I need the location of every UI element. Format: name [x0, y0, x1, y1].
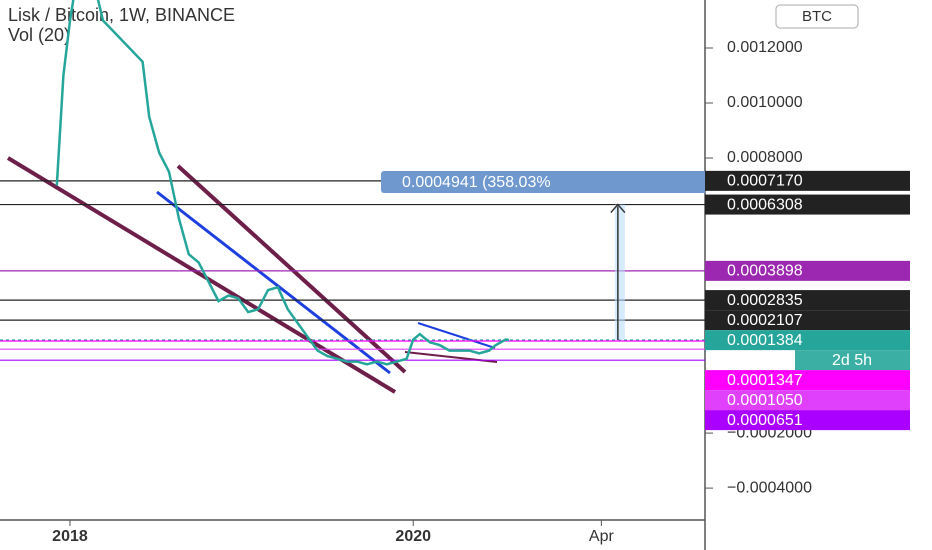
price-label-box	[705, 310, 910, 331]
price-line-series	[55, 0, 510, 366]
price-label-box	[705, 390, 910, 411]
measure-label: 0.0004941 (358.03%	[402, 174, 551, 191]
trend-line	[156, 190, 391, 375]
price-label: 0.0003898	[727, 263, 803, 280]
y-tick-label: 0.0008000	[727, 149, 803, 166]
plot-area: 0.0004941 (358.03%	[0, 0, 705, 366]
price-label-box	[705, 370, 910, 391]
price-label-box	[705, 194, 910, 215]
price-label-box	[705, 290, 910, 311]
drawings	[6, 156, 498, 394]
countdown-box	[795, 350, 910, 371]
chart-title: Lisk / Bitcoin, 1W, BINANCE	[8, 5, 235, 25]
price-label: 0.0002107	[727, 312, 803, 329]
price-label-box	[705, 170, 910, 191]
price-label: 0.0001050	[727, 392, 803, 409]
price-label: 0.0000651	[727, 412, 803, 429]
trend-line	[417, 322, 496, 349]
x-tick-label: Apr	[589, 528, 615, 545]
price-label: 0.0002835	[727, 292, 803, 309]
measure-arrowhead	[610, 203, 626, 214]
countdown-label: 2d 5h	[832, 352, 872, 369]
price-label-box	[705, 260, 910, 281]
currency-button[interactable]	[775, 4, 859, 29]
volume-label: Vol (20)	[8, 25, 70, 45]
measure-band	[614, 204, 625, 341]
price-label-box	[705, 410, 910, 431]
price-label-box	[705, 330, 910, 351]
x-tick-label: 2018	[52, 528, 88, 545]
y-tick-label: 0.0010000	[727, 94, 803, 111]
y-tick-label: −0.0004000	[727, 479, 812, 496]
currency-button-label[interactable]: BTC	[802, 8, 832, 25]
price-label: 0.0006308	[727, 196, 803, 213]
trend-line	[176, 164, 407, 374]
price-label: 0.0001384	[727, 332, 803, 349]
trend-line	[6, 156, 397, 394]
y-tick-label: 0.0012000	[727, 39, 803, 56]
price-label: 0.0007170	[727, 173, 803, 190]
price-label: 0.0001347	[727, 372, 803, 389]
x-tick-label: 2020	[395, 528, 431, 545]
measure-box	[381, 171, 705, 193]
